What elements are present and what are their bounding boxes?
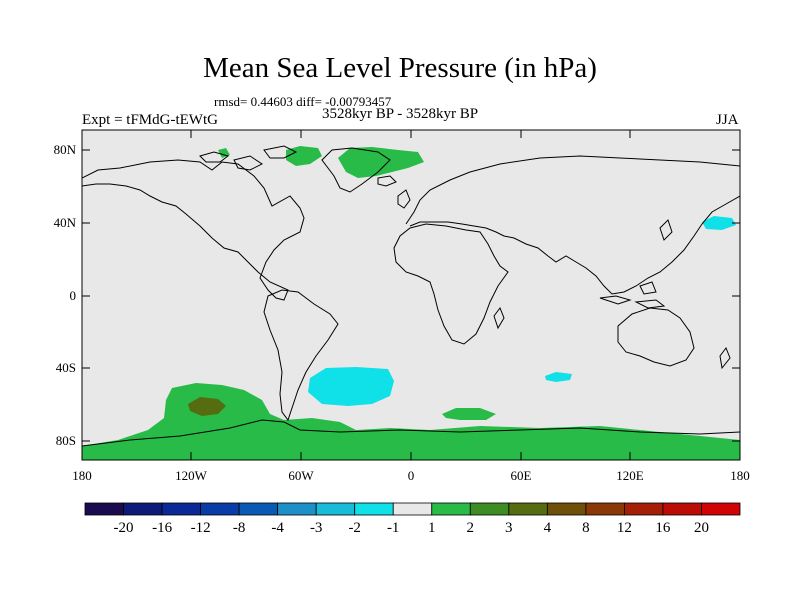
colorbar bbox=[84, 502, 741, 516]
north-pacific-negative-region bbox=[702, 216, 736, 230]
greenland-positive-region bbox=[338, 147, 424, 178]
colorbar-label: 4 bbox=[543, 520, 552, 536]
colorbar-label: -12 bbox=[190, 520, 211, 536]
colorbar-box bbox=[123, 502, 163, 516]
colorbar-box bbox=[392, 502, 433, 516]
colorbar-box bbox=[701, 502, 741, 516]
lat-label-40s: 40S bbox=[55, 360, 76, 375]
coastlines bbox=[82, 145, 740, 447]
lon-label-60e: 60E bbox=[510, 468, 532, 483]
map-title: Mean Sea Level Pressure (in hPa) bbox=[203, 52, 597, 84]
colorbar-box bbox=[662, 502, 702, 516]
colorbar-label: -4 bbox=[271, 520, 284, 536]
colorbar-label: -3 bbox=[309, 520, 323, 536]
colorbar-box bbox=[84, 502, 124, 516]
colorbar-label: -1 bbox=[386, 520, 400, 536]
colorbar-box bbox=[238, 502, 279, 516]
lon-ticks bbox=[190, 130, 631, 460]
colorbar-box bbox=[315, 502, 356, 516]
lon-label-180e: 180 bbox=[730, 468, 750, 483]
lat-label-40n: 40N bbox=[53, 215, 76, 230]
season-label: JJA bbox=[716, 112, 739, 128]
colorbar-box bbox=[624, 502, 664, 516]
colorbar-label: 20 bbox=[694, 520, 709, 536]
colorbar-box bbox=[277, 502, 317, 516]
colorbar-label: -2 bbox=[348, 520, 361, 536]
south-indian-positive-region bbox=[442, 408, 496, 420]
colorbar-box bbox=[546, 502, 587, 516]
lat-label-80n: 80N bbox=[53, 142, 76, 157]
colorbar-label: 1 bbox=[428, 520, 436, 536]
lat-ticks bbox=[82, 149, 740, 442]
lon-label-60w: 60W bbox=[288, 468, 314, 483]
lat-label-80s: 80S bbox=[55, 433, 76, 448]
colorbar-label: 2 bbox=[466, 520, 475, 536]
south-indian-negative-region bbox=[545, 372, 572, 382]
colorbar-label: -20 bbox=[113, 520, 134, 536]
colorbar-box bbox=[354, 502, 394, 516]
colorbar-box bbox=[508, 502, 548, 516]
south-pacific-strong-positive-region bbox=[188, 397, 226, 416]
south-pacific-positive-region bbox=[82, 383, 740, 460]
lon-label-180w: 180 bbox=[72, 468, 92, 483]
colorbar-label: 8 bbox=[582, 520, 590, 536]
contour-fields bbox=[82, 145, 740, 460]
colorbar-box bbox=[585, 502, 625, 516]
stats-line: rmsd= 0.44603 diff= -0.00793457 bbox=[214, 94, 392, 109]
experiment-label: Expt = tFMdG-tEWtG bbox=[82, 112, 218, 128]
lat-label-0: 0 bbox=[69, 288, 77, 303]
colorbar-label: 16 bbox=[655, 520, 671, 536]
lon-label-120e: 120E bbox=[616, 468, 644, 483]
colorbar-label: 12 bbox=[616, 520, 632, 536]
colorbar-label: -16 bbox=[152, 520, 173, 536]
period-label: 3528kyr BP - 3528kyr BP bbox=[322, 106, 479, 122]
colorbar-label: -8 bbox=[232, 520, 246, 536]
colorbar-box bbox=[161, 502, 201, 516]
colorbar-box bbox=[431, 502, 471, 516]
lon-label-120w: 120W bbox=[175, 468, 207, 483]
lon-label-0: 0 bbox=[407, 468, 415, 483]
south-atlantic-negative-region bbox=[308, 367, 394, 406]
colorbar-label: 3 bbox=[505, 520, 513, 536]
colorbar-box bbox=[200, 502, 240, 516]
colorbar-box bbox=[469, 502, 510, 516]
